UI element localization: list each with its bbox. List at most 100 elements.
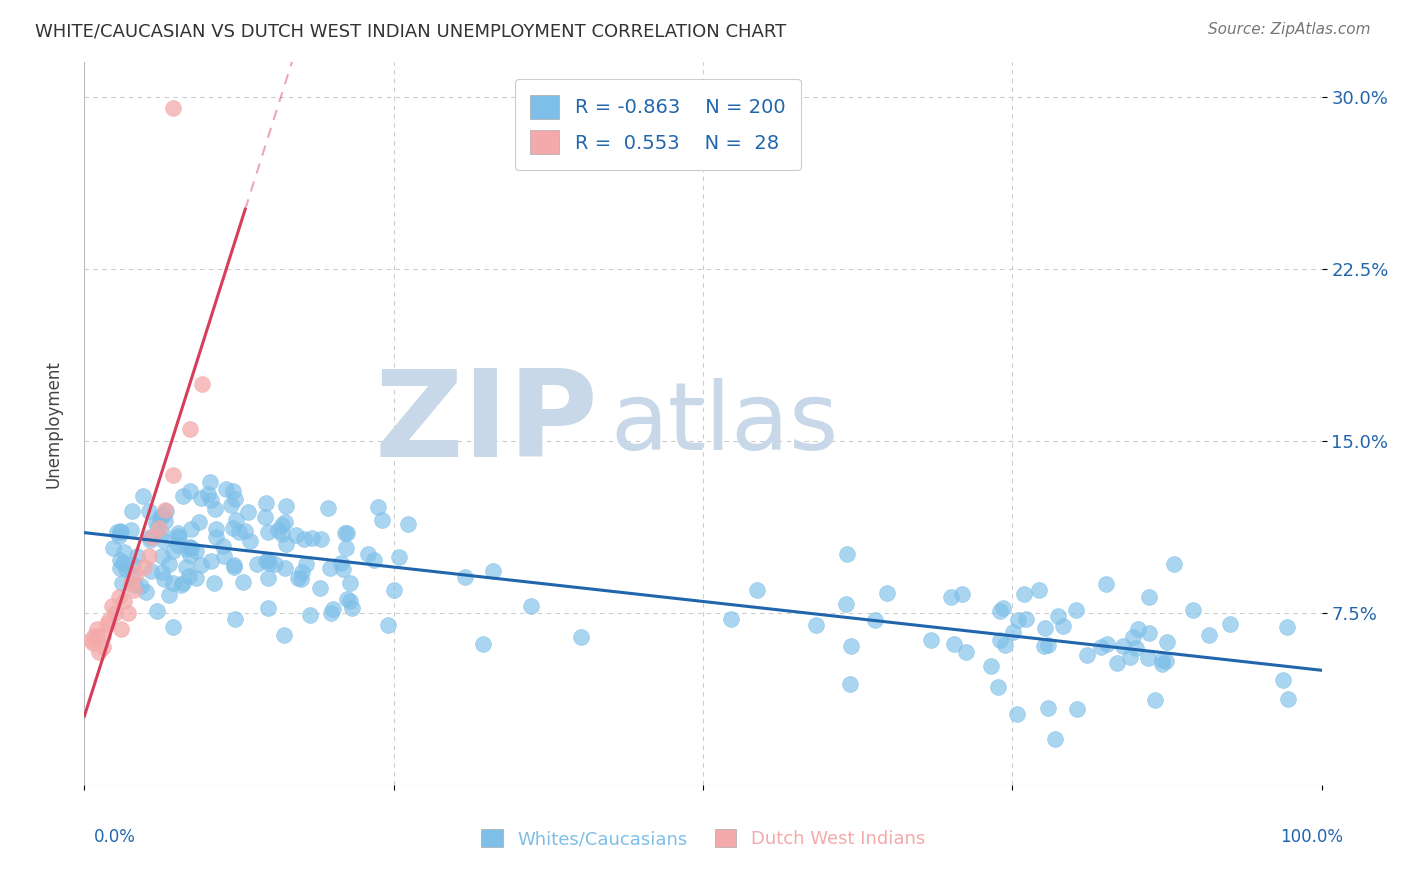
Point: [179, 540, 201, 554]
Point: [285, 528, 308, 542]
Point: [162, 101, 184, 115]
Point: [273, 628, 295, 642]
Point: [191, 376, 214, 391]
Point: [1122, 630, 1144, 644]
Point: [1002, 624, 1025, 639]
Point: [264, 558, 287, 572]
Point: [146, 604, 169, 618]
Point: [246, 557, 269, 571]
Point: [991, 600, 1014, 615]
Point: [254, 495, 277, 509]
Point: [1043, 731, 1066, 746]
Point: [86, 629, 108, 643]
Point: [222, 558, 245, 572]
Point: [162, 620, 184, 634]
Point: [291, 565, 314, 579]
Point: [205, 522, 228, 536]
Point: [117, 606, 139, 620]
Point: [1047, 608, 1070, 623]
Point: [257, 601, 280, 615]
Point: [233, 524, 256, 538]
Point: [835, 597, 858, 611]
Point: [157, 588, 180, 602]
Point: [152, 565, 174, 579]
Point: [121, 568, 143, 582]
Point: [221, 484, 243, 499]
Point: [1066, 701, 1088, 715]
Point: [943, 637, 966, 651]
Point: [1032, 639, 1054, 653]
Point: [205, 531, 228, 545]
Point: [172, 576, 194, 591]
Point: [367, 500, 389, 514]
Point: [838, 677, 860, 691]
Point: [108, 590, 131, 604]
Point: [1219, 616, 1241, 631]
Text: 0.0%: 0.0%: [94, 828, 136, 846]
Point: [980, 658, 1002, 673]
Point: [287, 571, 309, 585]
Point: [308, 581, 330, 595]
Point: [131, 489, 153, 503]
Point: [157, 557, 180, 571]
Point: [167, 531, 190, 545]
Point: [104, 606, 127, 620]
Point: [256, 524, 278, 539]
Point: [197, 487, 219, 501]
Point: [89, 645, 111, 659]
Point: [271, 518, 294, 533]
Point: [316, 501, 339, 516]
Point: [1275, 619, 1298, 633]
Point: [1095, 637, 1118, 651]
Point: [370, 513, 392, 527]
Point: [333, 526, 356, 541]
Point: [745, 583, 768, 598]
Point: [339, 593, 361, 607]
Point: [79, 633, 101, 648]
Point: [1125, 641, 1147, 656]
Point: [110, 524, 132, 539]
Point: [155, 504, 177, 518]
Point: [115, 562, 138, 576]
Point: [108, 560, 131, 574]
Point: [295, 557, 318, 571]
Point: [179, 422, 201, 436]
Point: [336, 591, 359, 606]
Point: [322, 602, 344, 616]
Point: [266, 524, 288, 538]
Point: [152, 533, 174, 548]
Point: [1272, 673, 1295, 687]
Point: [228, 525, 250, 540]
Point: [179, 484, 201, 499]
Point: [135, 584, 157, 599]
Point: [121, 504, 143, 518]
Point: [319, 561, 342, 575]
Point: [329, 556, 352, 570]
Point: [167, 529, 190, 543]
Point: [271, 526, 294, 541]
Point: [309, 533, 332, 547]
Point: [124, 578, 146, 592]
Point: [988, 633, 1011, 648]
Point: [110, 622, 132, 636]
Point: [200, 475, 222, 490]
Point: [174, 560, 197, 574]
Point: [176, 542, 198, 557]
Point: [215, 483, 238, 497]
Point: [1152, 657, 1174, 671]
Point: [253, 510, 276, 524]
Point: [301, 531, 323, 545]
Point: [153, 573, 176, 587]
Text: Unemployment: Unemployment: [44, 359, 62, 488]
Point: [274, 561, 297, 575]
Point: [120, 523, 142, 537]
Point: [804, 618, 827, 632]
Point: [150, 526, 173, 541]
Point: [145, 516, 167, 530]
Point: [876, 586, 898, 600]
Point: [236, 505, 259, 519]
Point: [224, 491, 246, 506]
Point: [292, 532, 315, 546]
Point: [190, 558, 212, 573]
Point: [120, 576, 142, 591]
